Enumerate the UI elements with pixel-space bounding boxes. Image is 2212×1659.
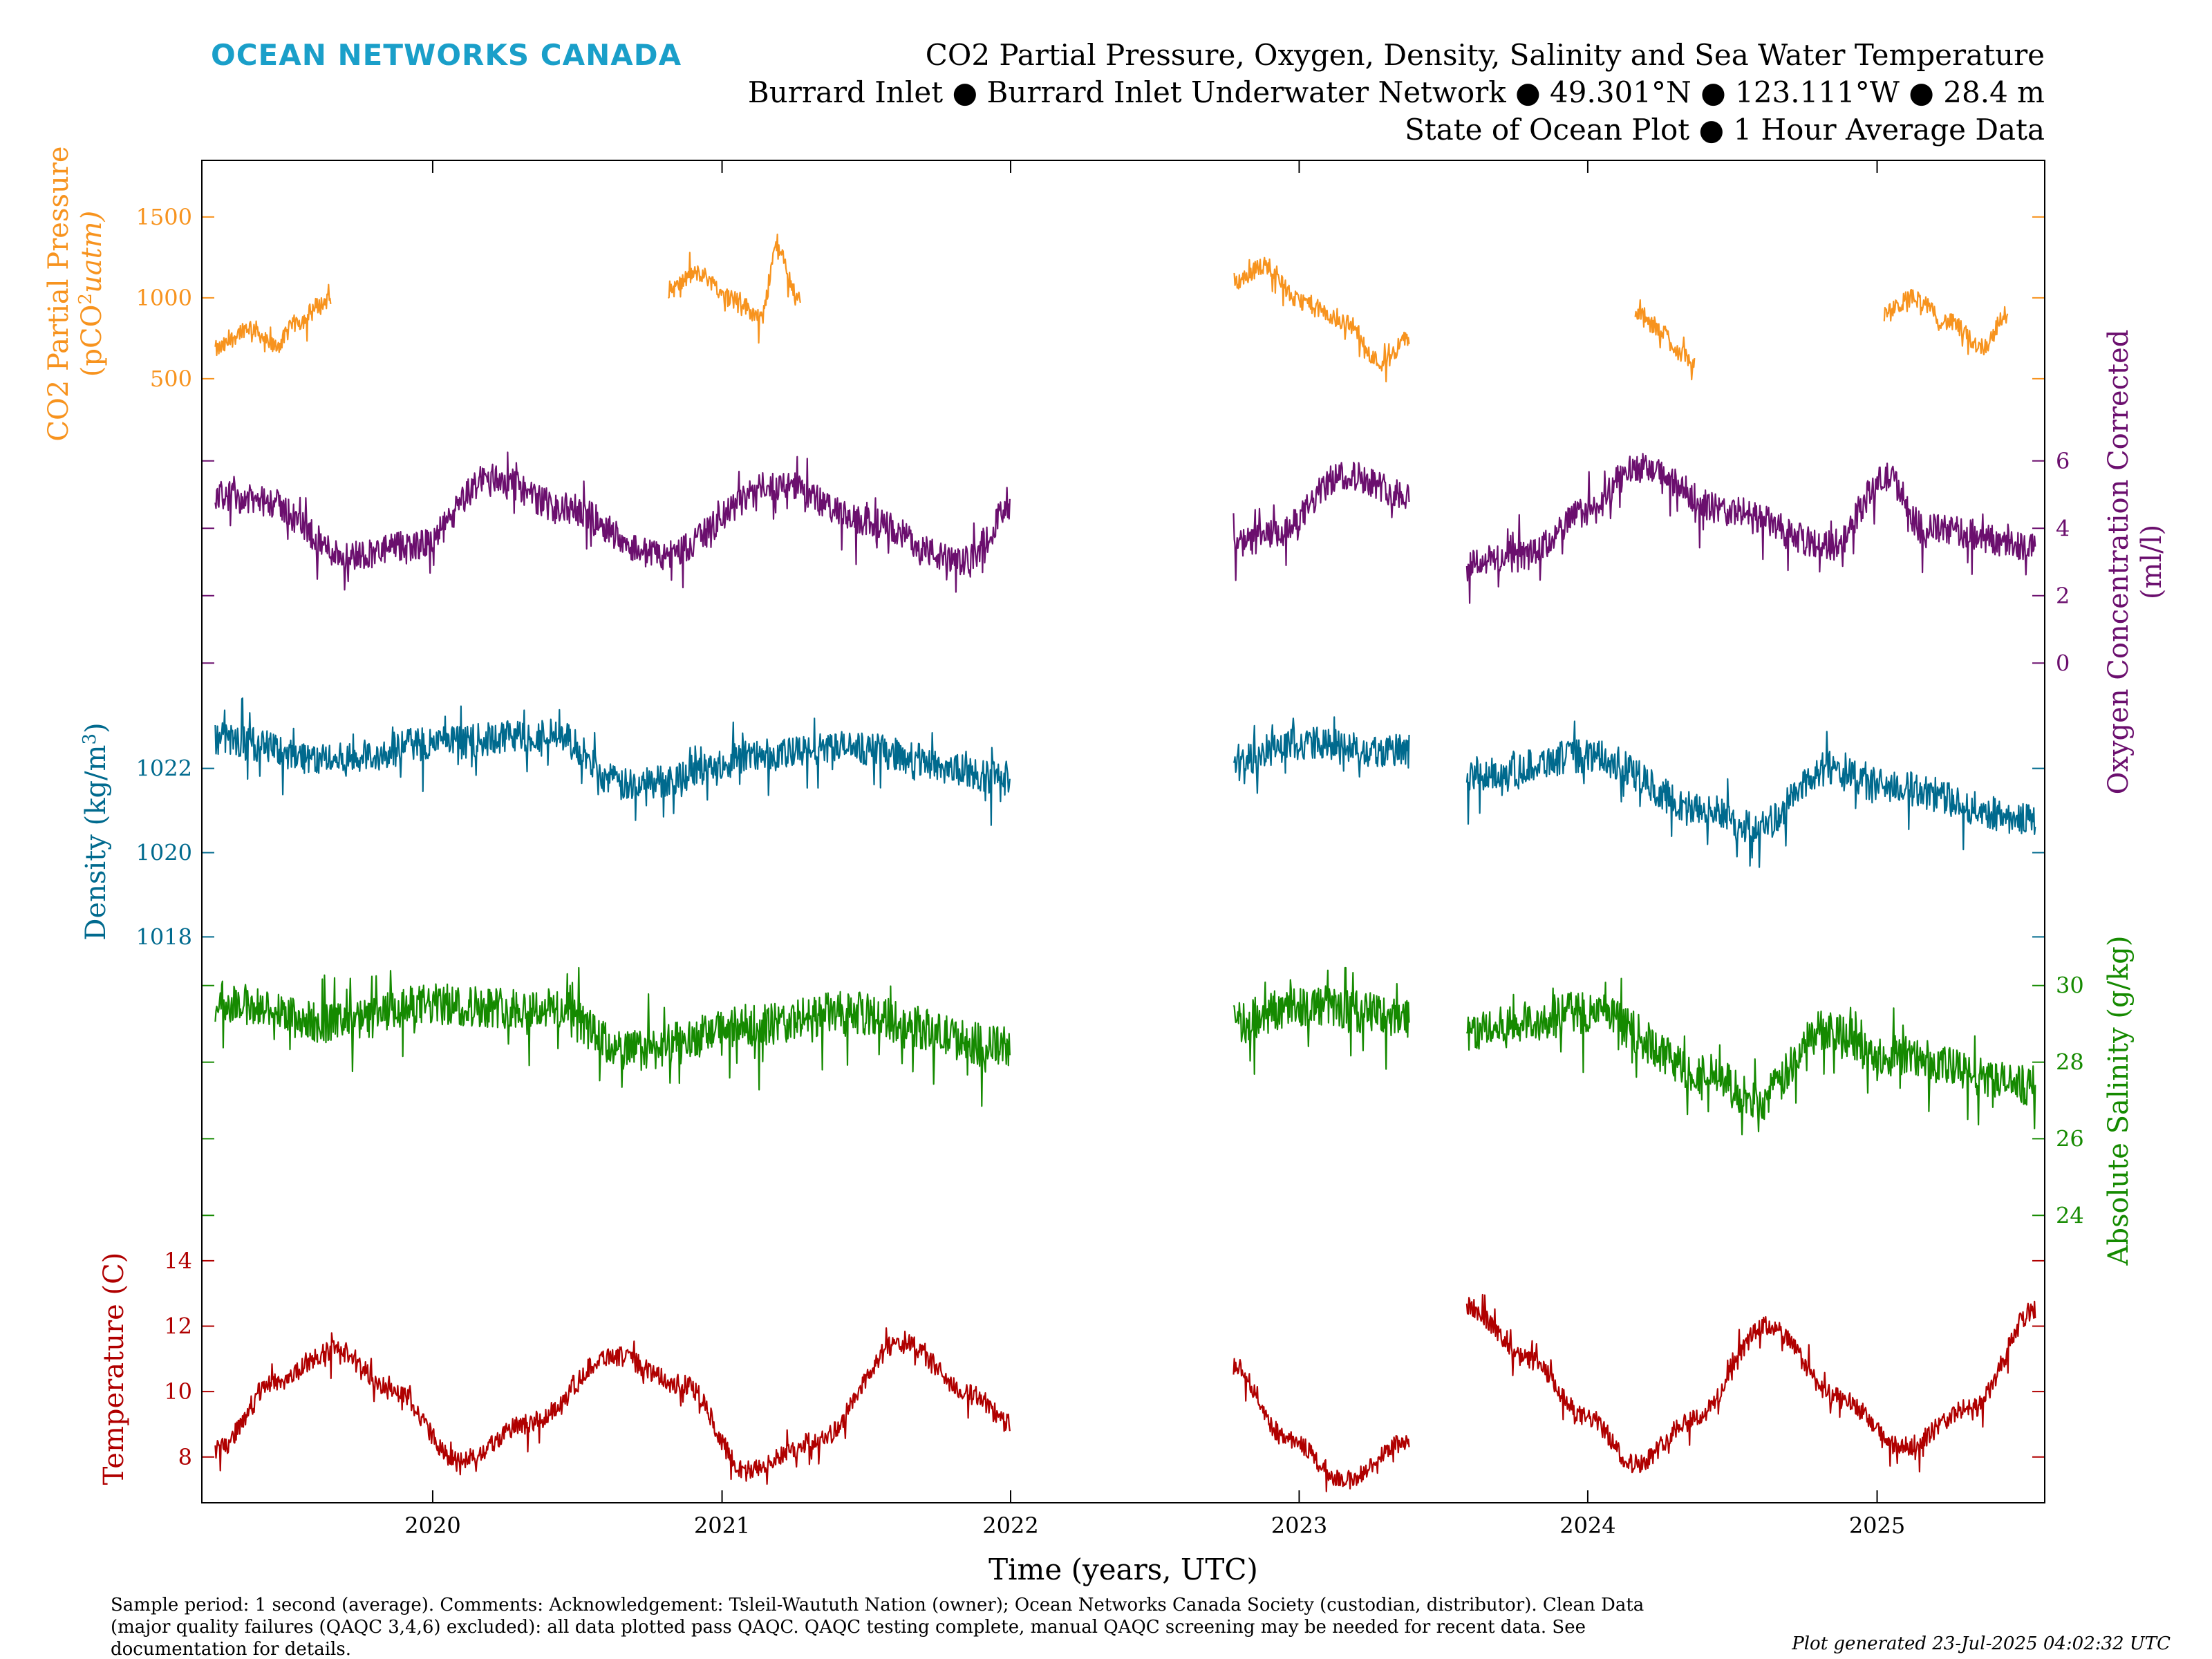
plot-subtitle-location: Burrard Inlet ● Burrard Inlet Underwater… bbox=[748, 75, 2045, 109]
y-tick-label: 1018 bbox=[136, 924, 192, 950]
series-trace-segment bbox=[1465, 720, 2036, 868]
y-tick-label: 2 bbox=[2056, 583, 2070, 609]
x-tick-label: 2025 bbox=[1849, 1512, 1905, 1539]
x-tick-label: 2022 bbox=[982, 1512, 1038, 1539]
y-axis-label: CO2 Partial Pressure bbox=[43, 146, 75, 441]
y-tick-label: 500 bbox=[150, 366, 192, 392]
series-trace-segment bbox=[1465, 977, 2036, 1136]
y-tick-label: 12 bbox=[164, 1313, 192, 1339]
series-trace-segment bbox=[667, 233, 801, 344]
plot-frame bbox=[201, 160, 2045, 1503]
label-prefix: Density (kg/m bbox=[80, 745, 112, 941]
series-trace-segment bbox=[1232, 966, 1410, 1076]
footer-line-1: Sample period: 1 second (average). Comme… bbox=[111, 1595, 1644, 1615]
y-tick-label: 4 bbox=[2056, 515, 2070, 541]
y-axis-label-units: (pCO2uatm) bbox=[75, 211, 108, 377]
y-tick-label: 30 bbox=[2056, 973, 2084, 999]
x-tick-label: 2020 bbox=[404, 1512, 460, 1539]
series-trace-segment bbox=[1883, 289, 2009, 356]
y-tick-label: 10 bbox=[164, 1378, 192, 1405]
units-superscript: 2 bbox=[75, 293, 96, 305]
y-tick-label: 14 bbox=[164, 1248, 192, 1274]
x-axis: 2020 2021 2022 2023 2024 2025 bbox=[404, 160, 1905, 1539]
y-axis-label: Density (kg/m3) bbox=[79, 722, 112, 940]
x-tick-label: 2024 bbox=[1559, 1512, 1615, 1539]
plot-title: CO2 Partial Pressure, Oxygen, Density, S… bbox=[926, 38, 2045, 72]
series-trace-segment bbox=[214, 283, 332, 357]
panel-temperature: 8 10 12 14 Temperature (C) bbox=[98, 1235, 2045, 1503]
y-axis-label: Absolute Salinity (g/kg) bbox=[2103, 935, 2135, 1266]
label-superscript: 3 bbox=[79, 733, 100, 745]
x-tick-label: 2021 bbox=[694, 1512, 750, 1539]
footer-line-2: (major quality failures (QAQC 3,4,6) exc… bbox=[111, 1617, 1586, 1638]
series-trace-segment bbox=[1634, 299, 1696, 381]
y-tick-label: 0 bbox=[2056, 650, 2070, 676]
y-tick-label: 28 bbox=[2056, 1049, 2084, 1076]
x-axis-label: Time (years, UTC) bbox=[988, 1553, 1258, 1586]
y-axis-label: Temperature (C) bbox=[98, 1253, 130, 1485]
y-tick-label: 1020 bbox=[136, 839, 192, 865]
series-trace-segment bbox=[1232, 1358, 1410, 1492]
y-tick-label: 6 bbox=[2056, 448, 2070, 474]
panel-absolute-salinity: 24 26 28 30 Absolute Salinity (g/kg) bbox=[202, 935, 2135, 1266]
series-trace-segment bbox=[214, 1327, 1011, 1485]
y-tick-label: 8 bbox=[178, 1444, 192, 1470]
x-tick-label: 2023 bbox=[1271, 1512, 1327, 1539]
units-prefix: (pCO bbox=[76, 305, 108, 377]
series-trace-segment bbox=[1233, 256, 1410, 383]
series-trace-segment bbox=[1232, 716, 1410, 794]
footer-line-3: documentation for details. bbox=[111, 1639, 351, 1659]
series-trace-segment bbox=[214, 966, 1011, 1107]
series-trace-segment bbox=[1465, 453, 2036, 604]
series-trace-segment bbox=[214, 451, 1011, 593]
panel-density: 1018 1020 1022 Density (kg/m3) bbox=[79, 697, 2045, 966]
series-trace-segment bbox=[1465, 1293, 2036, 1474]
y-axis-label: Oxygen Concentration Corrected bbox=[2103, 330, 2135, 795]
panel-oxygen-concentration-corrected: 0 2 4 6 Oxygen Concentration Corrected (ml/l) bbox=[202, 330, 2168, 795]
plot-generated-timestamp: Plot generated 23-Jul-2025 04:02:32 UTC bbox=[1791, 1633, 2171, 1654]
panel-co2-partial-pressure: 500 1000 1500 CO2 Partial Pressure (pCO2uatm… bbox=[43, 146, 2045, 442]
y-tick-label: 26 bbox=[2056, 1125, 2084, 1152]
y-tick-label: 24 bbox=[2056, 1202, 2084, 1228]
series-trace-segment bbox=[214, 697, 1011, 826]
units-suffix: uatm) bbox=[76, 211, 108, 293]
y-tick-label: 1022 bbox=[136, 756, 192, 782]
y-axis-label-units: (ml/l) bbox=[2136, 525, 2168, 599]
plot-subtitle-type: State of Ocean Plot ● 1 Hour Average Dat… bbox=[1405, 113, 2045, 147]
y-tick-label: 1000 bbox=[136, 285, 192, 311]
brand-logo: OCEAN NETWORKS CANADA bbox=[211, 38, 682, 72]
label-suffix: ) bbox=[80, 722, 112, 733]
series-trace-segment bbox=[1232, 461, 1410, 581]
y-tick-label: 1500 bbox=[136, 204, 192, 230]
